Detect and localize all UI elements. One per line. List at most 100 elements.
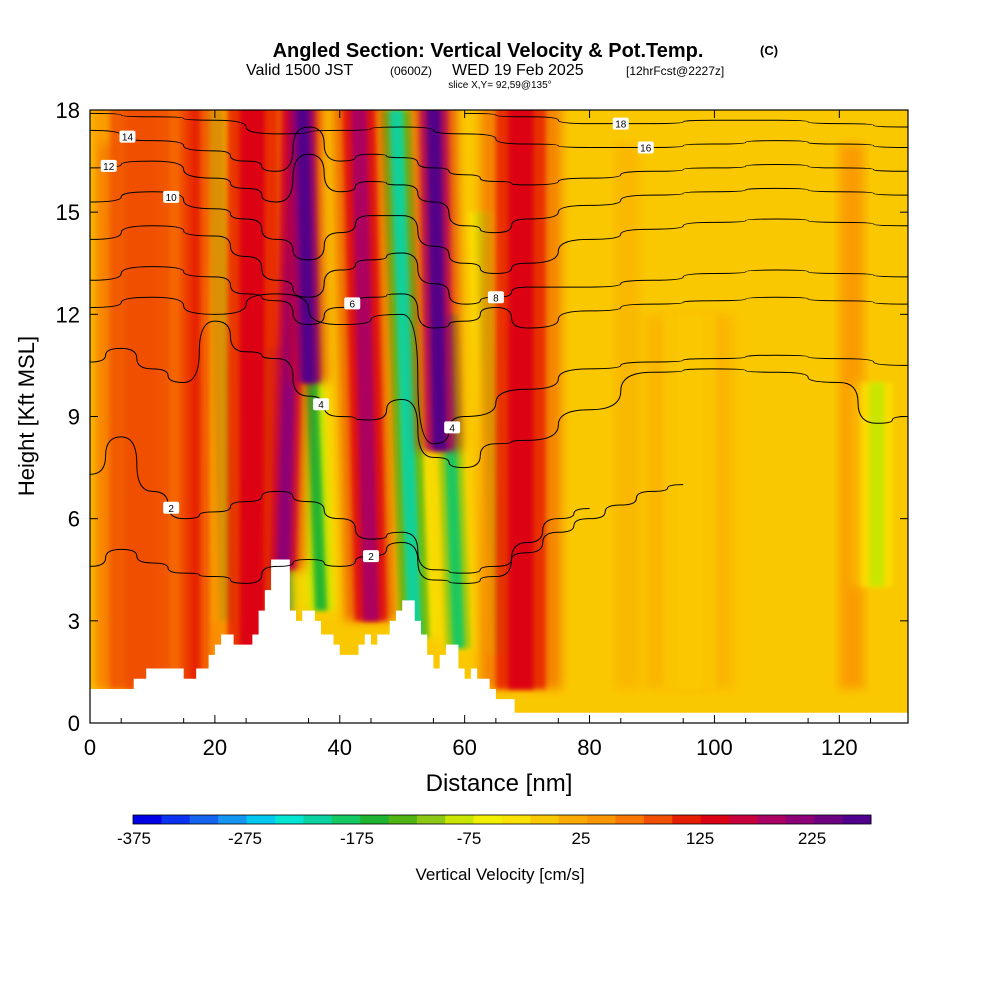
colorbar-swatch <box>785 815 815 824</box>
x-tick-label: 40 <box>328 735 352 760</box>
isentrope-label: 8 <box>493 293 499 304</box>
isentrope-label-bg <box>163 190 180 203</box>
x-tick-label: 120 <box>821 735 858 760</box>
isentrope-label-bg <box>612 117 629 130</box>
colorbar-swatch <box>360 815 389 824</box>
plot-area: 2 2 4 4 6 8 10 12 14 16 18 <box>90 110 908 723</box>
colorbar-tick-label: 125 <box>686 829 714 848</box>
colorbar-tick-label: -75 <box>457 829 482 848</box>
y-tick-label: 6 <box>68 507 80 532</box>
isentrope-label: 10 <box>166 193 178 204</box>
y-tick-label: 18 <box>56 98 80 123</box>
forecast-info: [12hrFcst@2227z] <box>626 64 724 78</box>
x-tick-label: 80 <box>577 735 601 760</box>
updraft-band <box>350 110 379 621</box>
colorbar-swatch <box>700 815 730 824</box>
weak-velocity-band <box>614 144 640 689</box>
colorbar-swatch <box>558 815 588 824</box>
y-tick-label: 9 <box>68 405 80 430</box>
colorbar-swatch <box>615 815 645 824</box>
isentrope-label: 18 <box>615 120 627 131</box>
colorbar-label: Vertical Velocity [cm/s] <box>415 865 584 884</box>
valid-zulu: (0600Z) <box>390 64 432 78</box>
colorbar-swatch <box>274 815 304 824</box>
x-tick-label: 0 <box>84 735 96 760</box>
valid-date: WED 19 Feb 2025 <box>452 62 584 79</box>
updraft-band <box>124 110 155 689</box>
isentrope-label: 14 <box>122 133 134 144</box>
colorbar-swatch <box>331 815 361 824</box>
x-axis-label: Distance [nm] <box>426 770 573 797</box>
y-tick-label: 15 <box>56 200 80 225</box>
colorbar-swatch <box>161 815 191 824</box>
colorbar-swatch <box>133 815 162 824</box>
colorbar-tick-label: 225 <box>798 829 826 848</box>
x-tick-label: 20 <box>203 735 227 760</box>
isentrope-label: 4 <box>318 400 324 411</box>
isentrope-label: 4 <box>449 423 455 434</box>
isentrope-line <box>90 191 908 274</box>
y-axis-label: Height [Kft MSL] <box>14 336 39 496</box>
colorbar-tick-label: 25 <box>572 829 591 848</box>
colorbar-tick-label: -375 <box>117 829 151 848</box>
colorbar-swatch <box>502 815 531 824</box>
isentrope-line <box>464 112 908 128</box>
isentrope-label: 2 <box>368 552 374 563</box>
colorbar-swatch <box>473 815 503 824</box>
updraft-band <box>239 110 265 689</box>
isentrope-line <box>90 266 908 329</box>
slice-info: slice X,Y= 92,59@135° <box>448 80 551 91</box>
colorbar-swatch <box>388 815 418 824</box>
colorbar-tick-label: -175 <box>340 829 374 848</box>
isentrope-line <box>90 507 590 584</box>
x-tick-label: 100 <box>696 735 733 760</box>
terrain <box>90 559 908 723</box>
isentrope-label-bg <box>362 550 379 563</box>
axes: 0 20 40 60 80 100 120 0 3 6 9 12 15 18 <box>56 98 908 760</box>
colorbar-swatch <box>218 815 248 824</box>
colorbar-swatch <box>814 815 844 824</box>
colorbar-tick-label: -275 <box>228 829 262 848</box>
colorbar: -375 -275 -175 -75 25 125 225 <box>117 814 872 848</box>
colorbar-frame <box>132 814 872 825</box>
colorbar-swatch <box>530 815 560 824</box>
updraft-band <box>508 110 534 689</box>
x-tick-label: 60 <box>452 735 476 760</box>
isentrope-label: 2 <box>168 504 174 515</box>
isentrope-label-bg <box>444 421 461 434</box>
isentrope-label: 16 <box>640 143 652 154</box>
isentrope-label-bg <box>344 297 361 310</box>
y-tick-label: 0 <box>68 711 80 736</box>
isentrope-label: 12 <box>103 162 115 173</box>
colorbar-swatch <box>587 815 617 824</box>
isentrope-label: 6 <box>349 299 355 310</box>
colorbar-swatch <box>729 815 758 824</box>
y-tick-label: 12 <box>56 302 80 327</box>
isentrope-line <box>90 320 908 469</box>
isentrope-label-bg <box>637 141 654 154</box>
colorbar-swatch <box>416 815 446 824</box>
chart-title-mark: (C) <box>760 43 778 58</box>
colorbar-swatch <box>189 815 219 824</box>
isentrope-label-bg <box>163 501 180 514</box>
colorbar-swatch <box>445 815 475 824</box>
isentrope-label-bg <box>487 291 504 304</box>
field-drafts <box>91 110 904 689</box>
y-tick-label: 3 <box>68 609 80 634</box>
isentrope-line <box>90 153 908 234</box>
isentrope-line <box>90 112 908 148</box>
colorbar-swatch <box>757 815 787 824</box>
chart-title: Angled Section: Vertical Velocity & Pot.… <box>273 40 704 62</box>
colorbar-swatch <box>246 815 276 824</box>
colorbar-swatch <box>672 815 702 824</box>
valid-prefix: Valid 1500 JST <box>246 62 354 79</box>
isentropes: 2 2 4 4 6 8 10 12 14 16 18 <box>90 112 908 584</box>
isentrope-line <box>90 225 908 305</box>
downdraft-band <box>388 110 422 638</box>
updraft-band <box>426 110 447 451</box>
isentrope-line <box>90 436 684 574</box>
colorbar-swatch <box>643 815 673 824</box>
weak-velocity-band <box>798 144 830 689</box>
weak-velocity-band <box>558 144 596 689</box>
